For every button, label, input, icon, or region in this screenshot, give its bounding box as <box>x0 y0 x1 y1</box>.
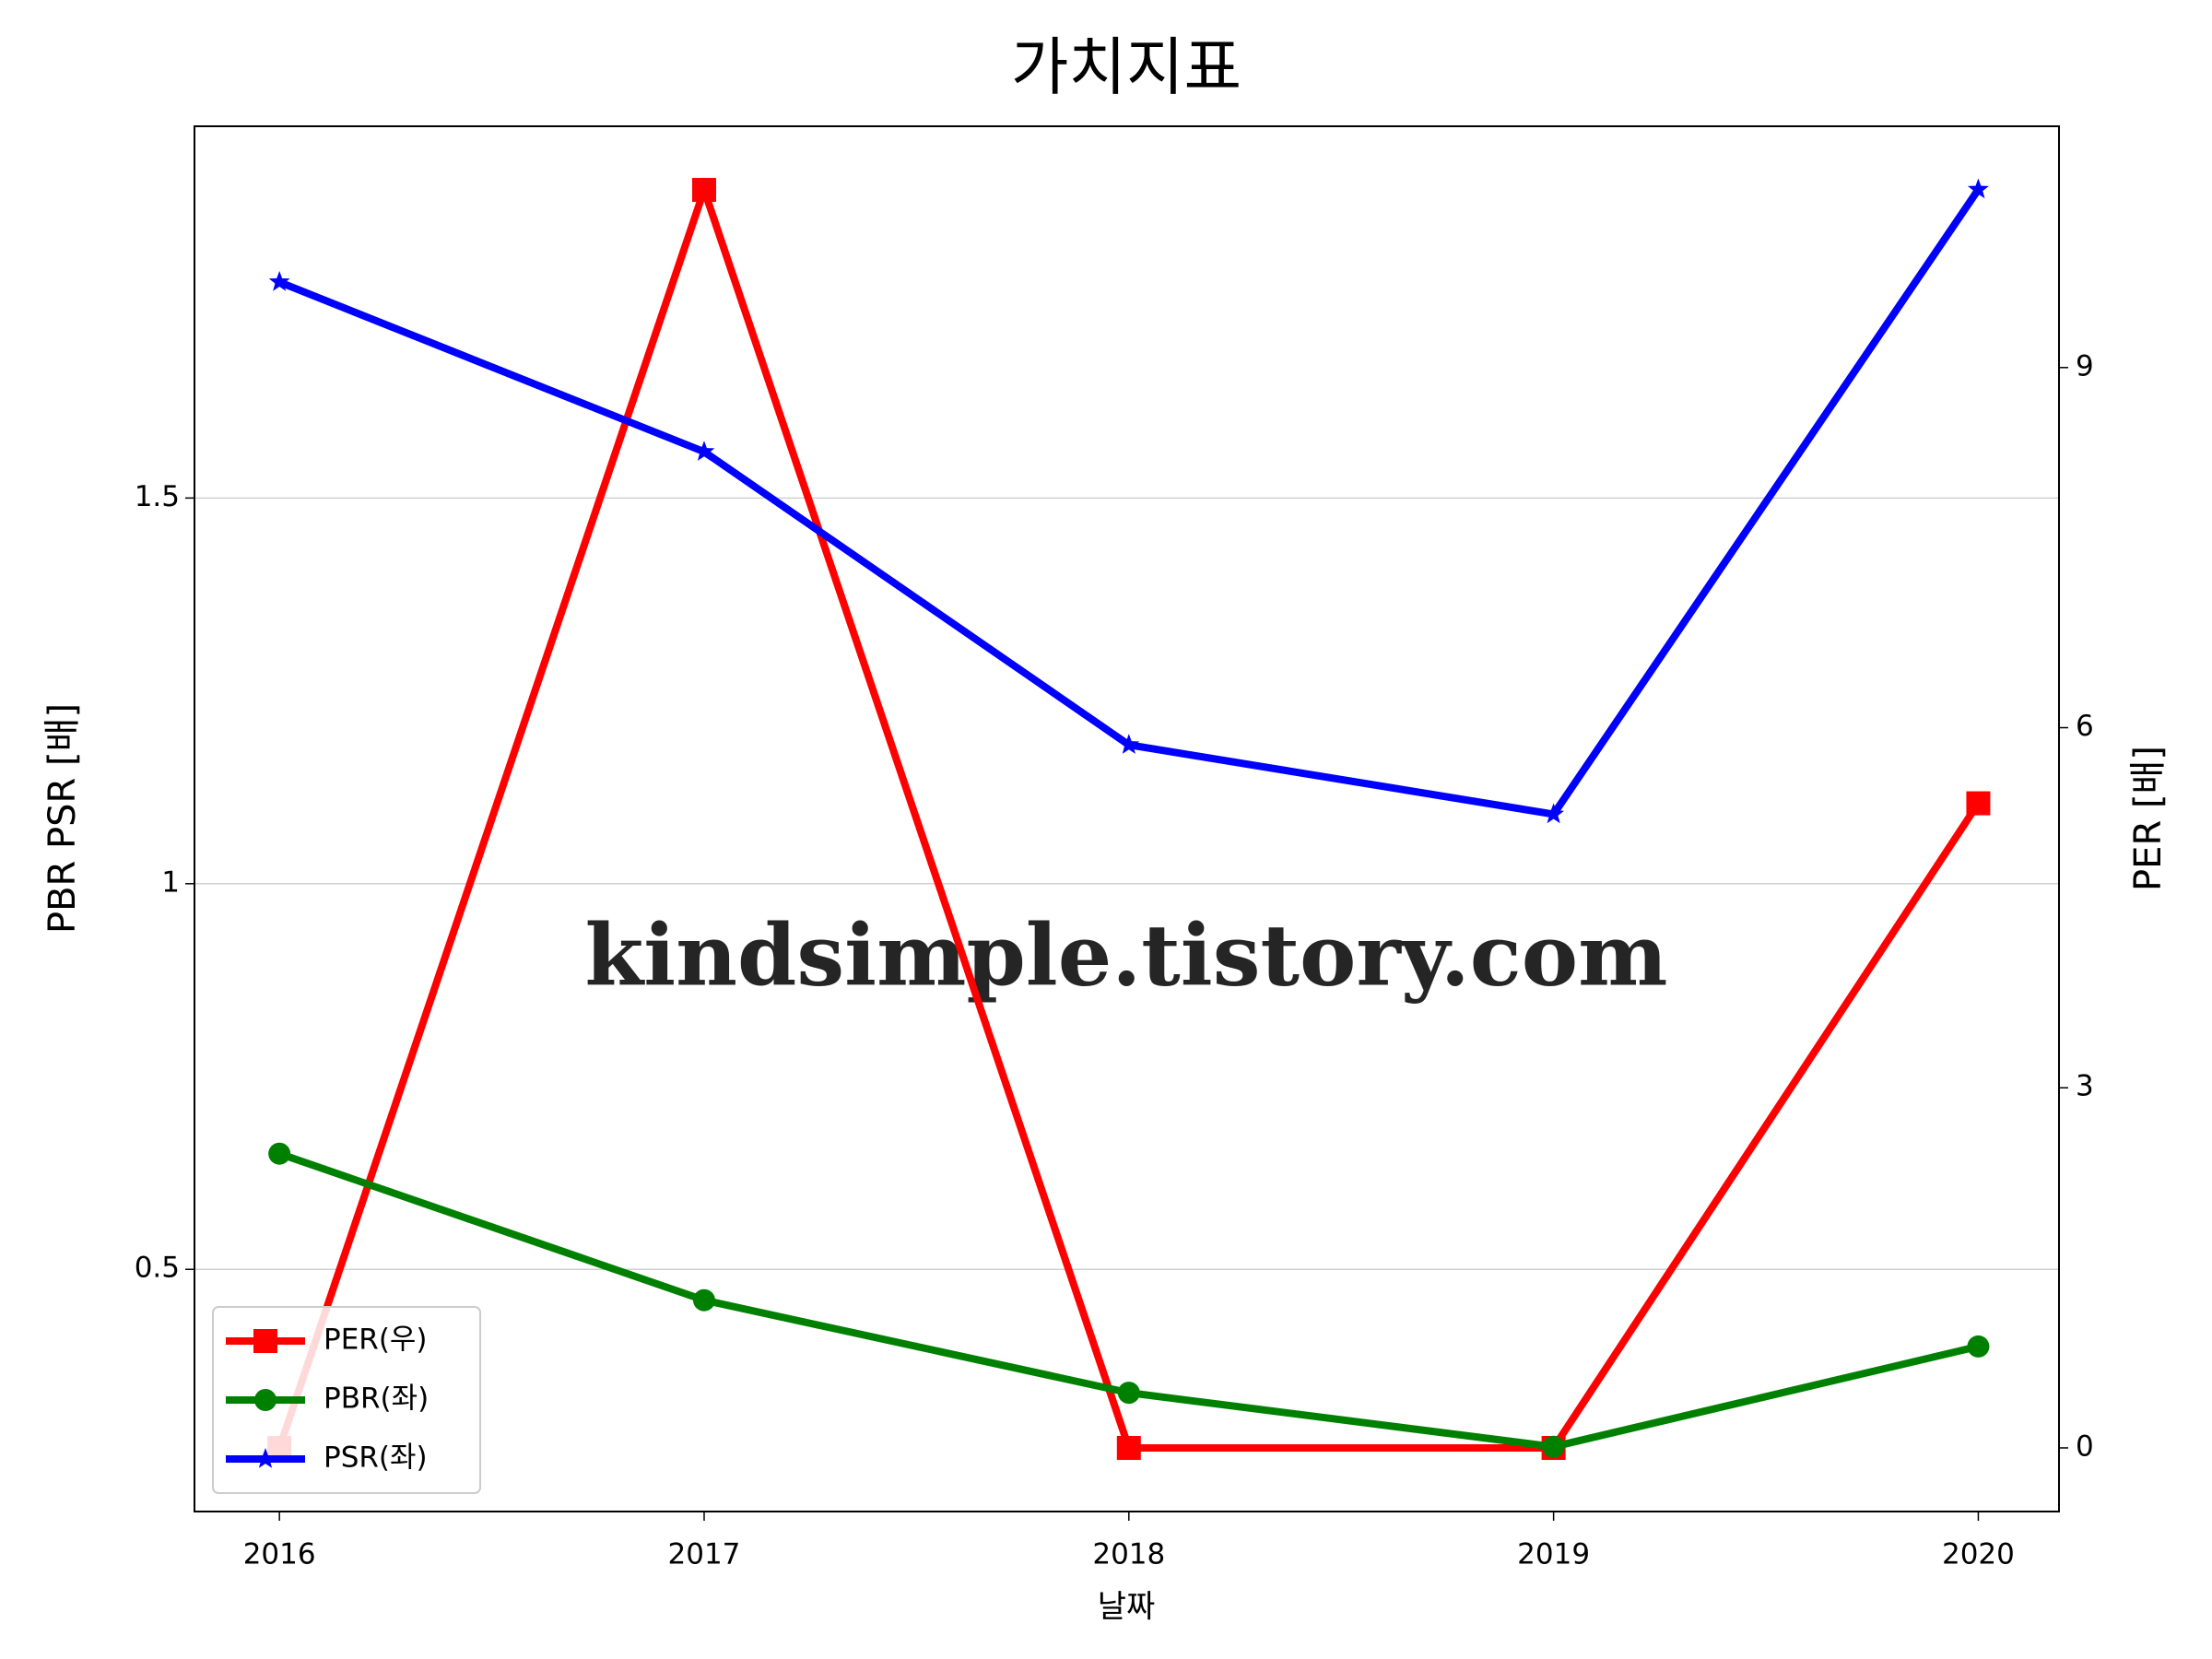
series <box>268 1142 1990 1458</box>
marker <box>692 1288 715 1312</box>
marker <box>1117 1382 1140 1405</box>
x-tick-label: 2016 <box>243 1538 316 1571</box>
marker <box>691 178 716 203</box>
marker <box>268 1142 291 1165</box>
marker <box>1118 734 1140 754</box>
marker <box>1966 791 1991 816</box>
y2-tick-label: 3 <box>2076 1070 2094 1103</box>
legend-marker <box>253 1329 277 1353</box>
y2-tick-label: 0 <box>2076 1430 2094 1463</box>
x-tick-label: 2017 <box>668 1538 741 1571</box>
legend-label: PER(우) <box>324 1324 428 1357</box>
marker <box>1968 178 1989 199</box>
marker <box>1116 1435 1141 1460</box>
marker <box>268 271 290 291</box>
series <box>268 178 1989 824</box>
marker <box>1543 803 1564 824</box>
marker <box>693 441 715 461</box>
marker <box>1967 1335 1990 1358</box>
legend-label: PSR(좌) <box>324 1441 428 1475</box>
x-tick-label: 2019 <box>1517 1538 1590 1571</box>
x-axis-label: 날짜 <box>1098 1589 1156 1626</box>
marker <box>1542 1435 1565 1458</box>
x-tick-label: 2020 <box>1942 1538 2015 1571</box>
y2-tick-label: 9 <box>2076 349 2094 382</box>
x-tick-label: 2018 <box>1092 1538 1165 1571</box>
y-axis-label: PBR PSR [배] <box>41 703 84 934</box>
y-tick-label: 0.5 <box>135 1252 180 1285</box>
legend-marker <box>254 1389 276 1411</box>
plot-frame <box>194 125 2060 1512</box>
legend-marker <box>254 1448 276 1468</box>
y2-tick-label: 6 <box>2076 710 2094 743</box>
legend-label: PBR(좌) <box>324 1382 429 1416</box>
watermark: kindsimple.tistory.com <box>584 906 1667 1006</box>
y-tick-label: 1.5 <box>135 480 180 513</box>
legend-box <box>212 1306 481 1494</box>
chart-title: 가치지표 <box>1011 32 1241 105</box>
y2-axis-label: PER [배] <box>2127 746 2170 891</box>
y-tick-label: 1 <box>161 865 180 899</box>
